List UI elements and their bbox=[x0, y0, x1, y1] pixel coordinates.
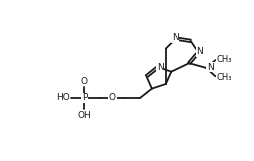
Text: P: P bbox=[82, 93, 87, 102]
Text: N: N bbox=[157, 63, 164, 72]
Text: CH₃: CH₃ bbox=[217, 55, 232, 64]
Text: HO: HO bbox=[56, 93, 70, 102]
Text: N: N bbox=[207, 63, 214, 71]
Text: CH₃: CH₃ bbox=[217, 73, 232, 82]
Text: N: N bbox=[197, 47, 203, 56]
Text: N: N bbox=[172, 33, 179, 42]
Text: O: O bbox=[81, 76, 88, 85]
Text: O: O bbox=[109, 93, 116, 102]
Text: OH: OH bbox=[77, 111, 91, 120]
